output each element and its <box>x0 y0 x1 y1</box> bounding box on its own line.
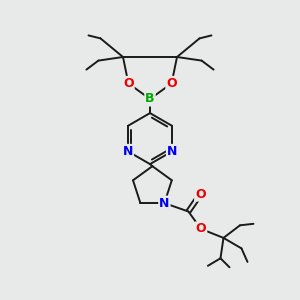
Text: N: N <box>167 145 177 158</box>
Text: O: O <box>195 188 206 201</box>
Text: B: B <box>145 92 155 106</box>
Text: N: N <box>123 145 133 158</box>
Text: N: N <box>159 196 170 210</box>
Text: O: O <box>196 222 206 236</box>
Text: O: O <box>123 77 134 90</box>
Text: O: O <box>166 77 177 90</box>
